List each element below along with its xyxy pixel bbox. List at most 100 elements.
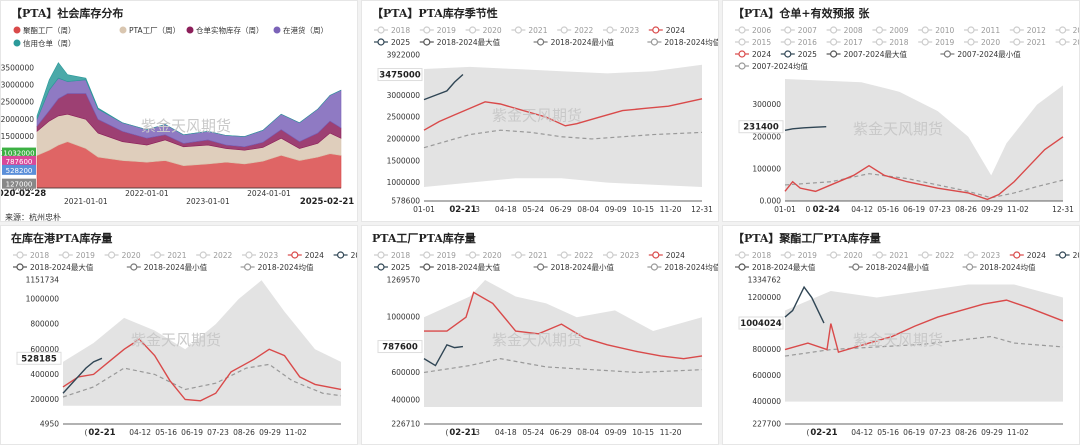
y-marker-box <box>377 340 423 354</box>
y-tick-label: 800000 <box>30 320 59 329</box>
legend-marker <box>244 263 252 271</box>
series-2024-line <box>62 338 342 402</box>
x-tick-label: 04-12 <box>129 428 151 437</box>
chart-svg: 【PTA】PTA库存季节性 2018 2019 2020 2021 2022 2023 202… <box>372 6 718 215</box>
legend-label: 聚酯工厂（周） <box>23 26 76 35</box>
legend-label: 2018-2024最大值 <box>437 37 501 47</box>
chart-panel-pta-seasonal: 【PTA】PTA库存季节性 2018 2019 2020 2021 2022 2023 202… <box>361 0 719 222</box>
legend-label: 2025 <box>1073 251 1080 260</box>
chart-title: 【PTA】仓单+有效预报 张 <box>733 6 870 20</box>
y-marker-label: 787600 <box>382 343 418 353</box>
legend-label: 2018-2024最大值 <box>752 262 816 272</box>
chart-title: PTA工厂PTA库存量 <box>372 231 476 245</box>
legend-marker <box>784 26 792 34</box>
series-2025-line <box>62 357 103 394</box>
legend-label: 2010 <box>935 26 954 35</box>
legend-label: 2021 <box>528 26 547 35</box>
y-tick-label: 200000 <box>30 395 59 404</box>
range-band <box>424 64 702 187</box>
legend-label: 2007 <box>798 26 817 35</box>
y-tick-label: 1500000 <box>1 132 34 141</box>
y-tick-label: 200000 <box>752 132 781 141</box>
range-band <box>785 284 1063 402</box>
legend-label: 2019 <box>437 251 456 260</box>
legend-label: 2019 <box>935 38 954 47</box>
legend-marker <box>829 251 838 259</box>
legend-label: 2023 <box>620 26 639 35</box>
legend-marker <box>784 38 792 46</box>
legend-label: 2024 <box>1027 251 1046 260</box>
x-tick-label: 06-19 <box>903 428 925 437</box>
y-tick-label: 4950 <box>40 420 59 429</box>
legend-label: 2024 <box>305 251 324 260</box>
chart-svg: 【PTA】仓单+有效预报 张 2006 2007 2008 2009 2010 2011 20… <box>733 6 1080 215</box>
legend-label: 2018-2024均值 <box>980 262 1036 272</box>
legend-marker <box>1059 251 1067 259</box>
legend-label: 2019 <box>76 251 95 260</box>
legend-marker <box>784 251 792 259</box>
x-tick-label: 11-02 <box>1007 205 1029 214</box>
legend-marker <box>468 26 477 34</box>
legend-label: 2019 <box>798 251 817 260</box>
series-2025-line <box>423 74 464 101</box>
legend-marker <box>943 50 951 58</box>
x-tick-label: 08-26 <box>233 428 255 437</box>
x-tick-label: 2025-02-21 <box>300 197 354 207</box>
x-tick-label: 07-23 <box>207 428 229 437</box>
legend-label: 2007-2024均值 <box>752 61 808 71</box>
chart-panel-social-inventory: 【PTA】社会库存分布 聚酯工厂（周） PTA工厂（周） 仓单实物库存（周） 在港货（周… <box>0 0 358 222</box>
x-tick-label: 02-24 <box>813 205 840 215</box>
y-marker-box <box>2 155 36 166</box>
legend-marker <box>875 251 883 259</box>
legend-label: 2020 <box>122 251 141 260</box>
x-tick-label: 09-29 <box>981 205 1003 214</box>
avg-line <box>423 129 703 149</box>
legend-marker <box>967 38 975 46</box>
legend-marker <box>967 26 975 34</box>
legend-marker <box>423 26 431 34</box>
legend-label: 2025 <box>351 251 358 260</box>
y-tick-label: 600000 <box>30 345 59 354</box>
legend-marker <box>852 263 860 271</box>
y-marker-label: 528185 <box>21 354 57 364</box>
legend-marker <box>468 251 477 259</box>
x-tick-label: 08-26 <box>955 205 977 214</box>
legend-label: 2021 <box>167 251 186 260</box>
series-2025-line <box>784 285 825 324</box>
legend-label: 2019 <box>437 26 456 35</box>
legend-label: 信用仓单（周） <box>23 38 76 48</box>
legend-marker <box>107 251 116 259</box>
legend-marker <box>606 26 614 34</box>
chart-panel-pta-factory-inventory: PTA工厂PTA库存量 2018 2019 2020 2021 2022 2023 2024 2… <box>361 225 719 445</box>
y-tick-label: 3000000 <box>1 81 34 90</box>
chart-title: 【PTA】聚酯工厂PTA库存量 <box>733 231 881 245</box>
legend-marker <box>738 251 746 259</box>
legend-label: 2024 <box>666 26 685 35</box>
y-tick-label: 1334762 <box>748 276 782 285</box>
chart-panel-warehouse-receipts: 【PTA】仓单+有效预报 张 2006 2007 2008 2009 2010 2011 20… <box>722 0 1080 222</box>
legend-marker <box>377 263 385 271</box>
legend-label: 2024 <box>666 251 685 260</box>
x-tick-label: 2024-01-01 <box>247 189 291 198</box>
watermark: 紫金天风期货 <box>853 120 943 138</box>
legend-label: 2013 <box>1073 26 1080 35</box>
x-tick-label: 12-31 <box>691 205 713 214</box>
legend-marker <box>921 26 929 34</box>
x-tick-label: 01-01 <box>413 205 435 214</box>
chart-title: 【PTA】PTA库存季节性 <box>372 6 498 20</box>
y-marker-box <box>2 178 36 189</box>
legend-label: 2017 <box>844 38 863 47</box>
legend-label: 2018 <box>391 26 410 35</box>
y-marker-box <box>16 351 62 365</box>
legend-marker <box>875 38 883 46</box>
legend-marker <box>921 38 929 46</box>
x-tick-label: ( <box>84 428 87 437</box>
legend-label: 2023 <box>981 251 1000 260</box>
x-tick-label: 08-04 <box>577 205 599 214</box>
x-tick-label: 04-12 <box>851 205 873 214</box>
legend-marker <box>829 50 838 58</box>
x-tick-label: 11-20 <box>660 428 682 437</box>
x-tick-label: 05-24 <box>522 428 544 437</box>
y-tick-label: 3500000 <box>1 63 34 72</box>
y-tick-label: 300000 <box>752 100 781 109</box>
